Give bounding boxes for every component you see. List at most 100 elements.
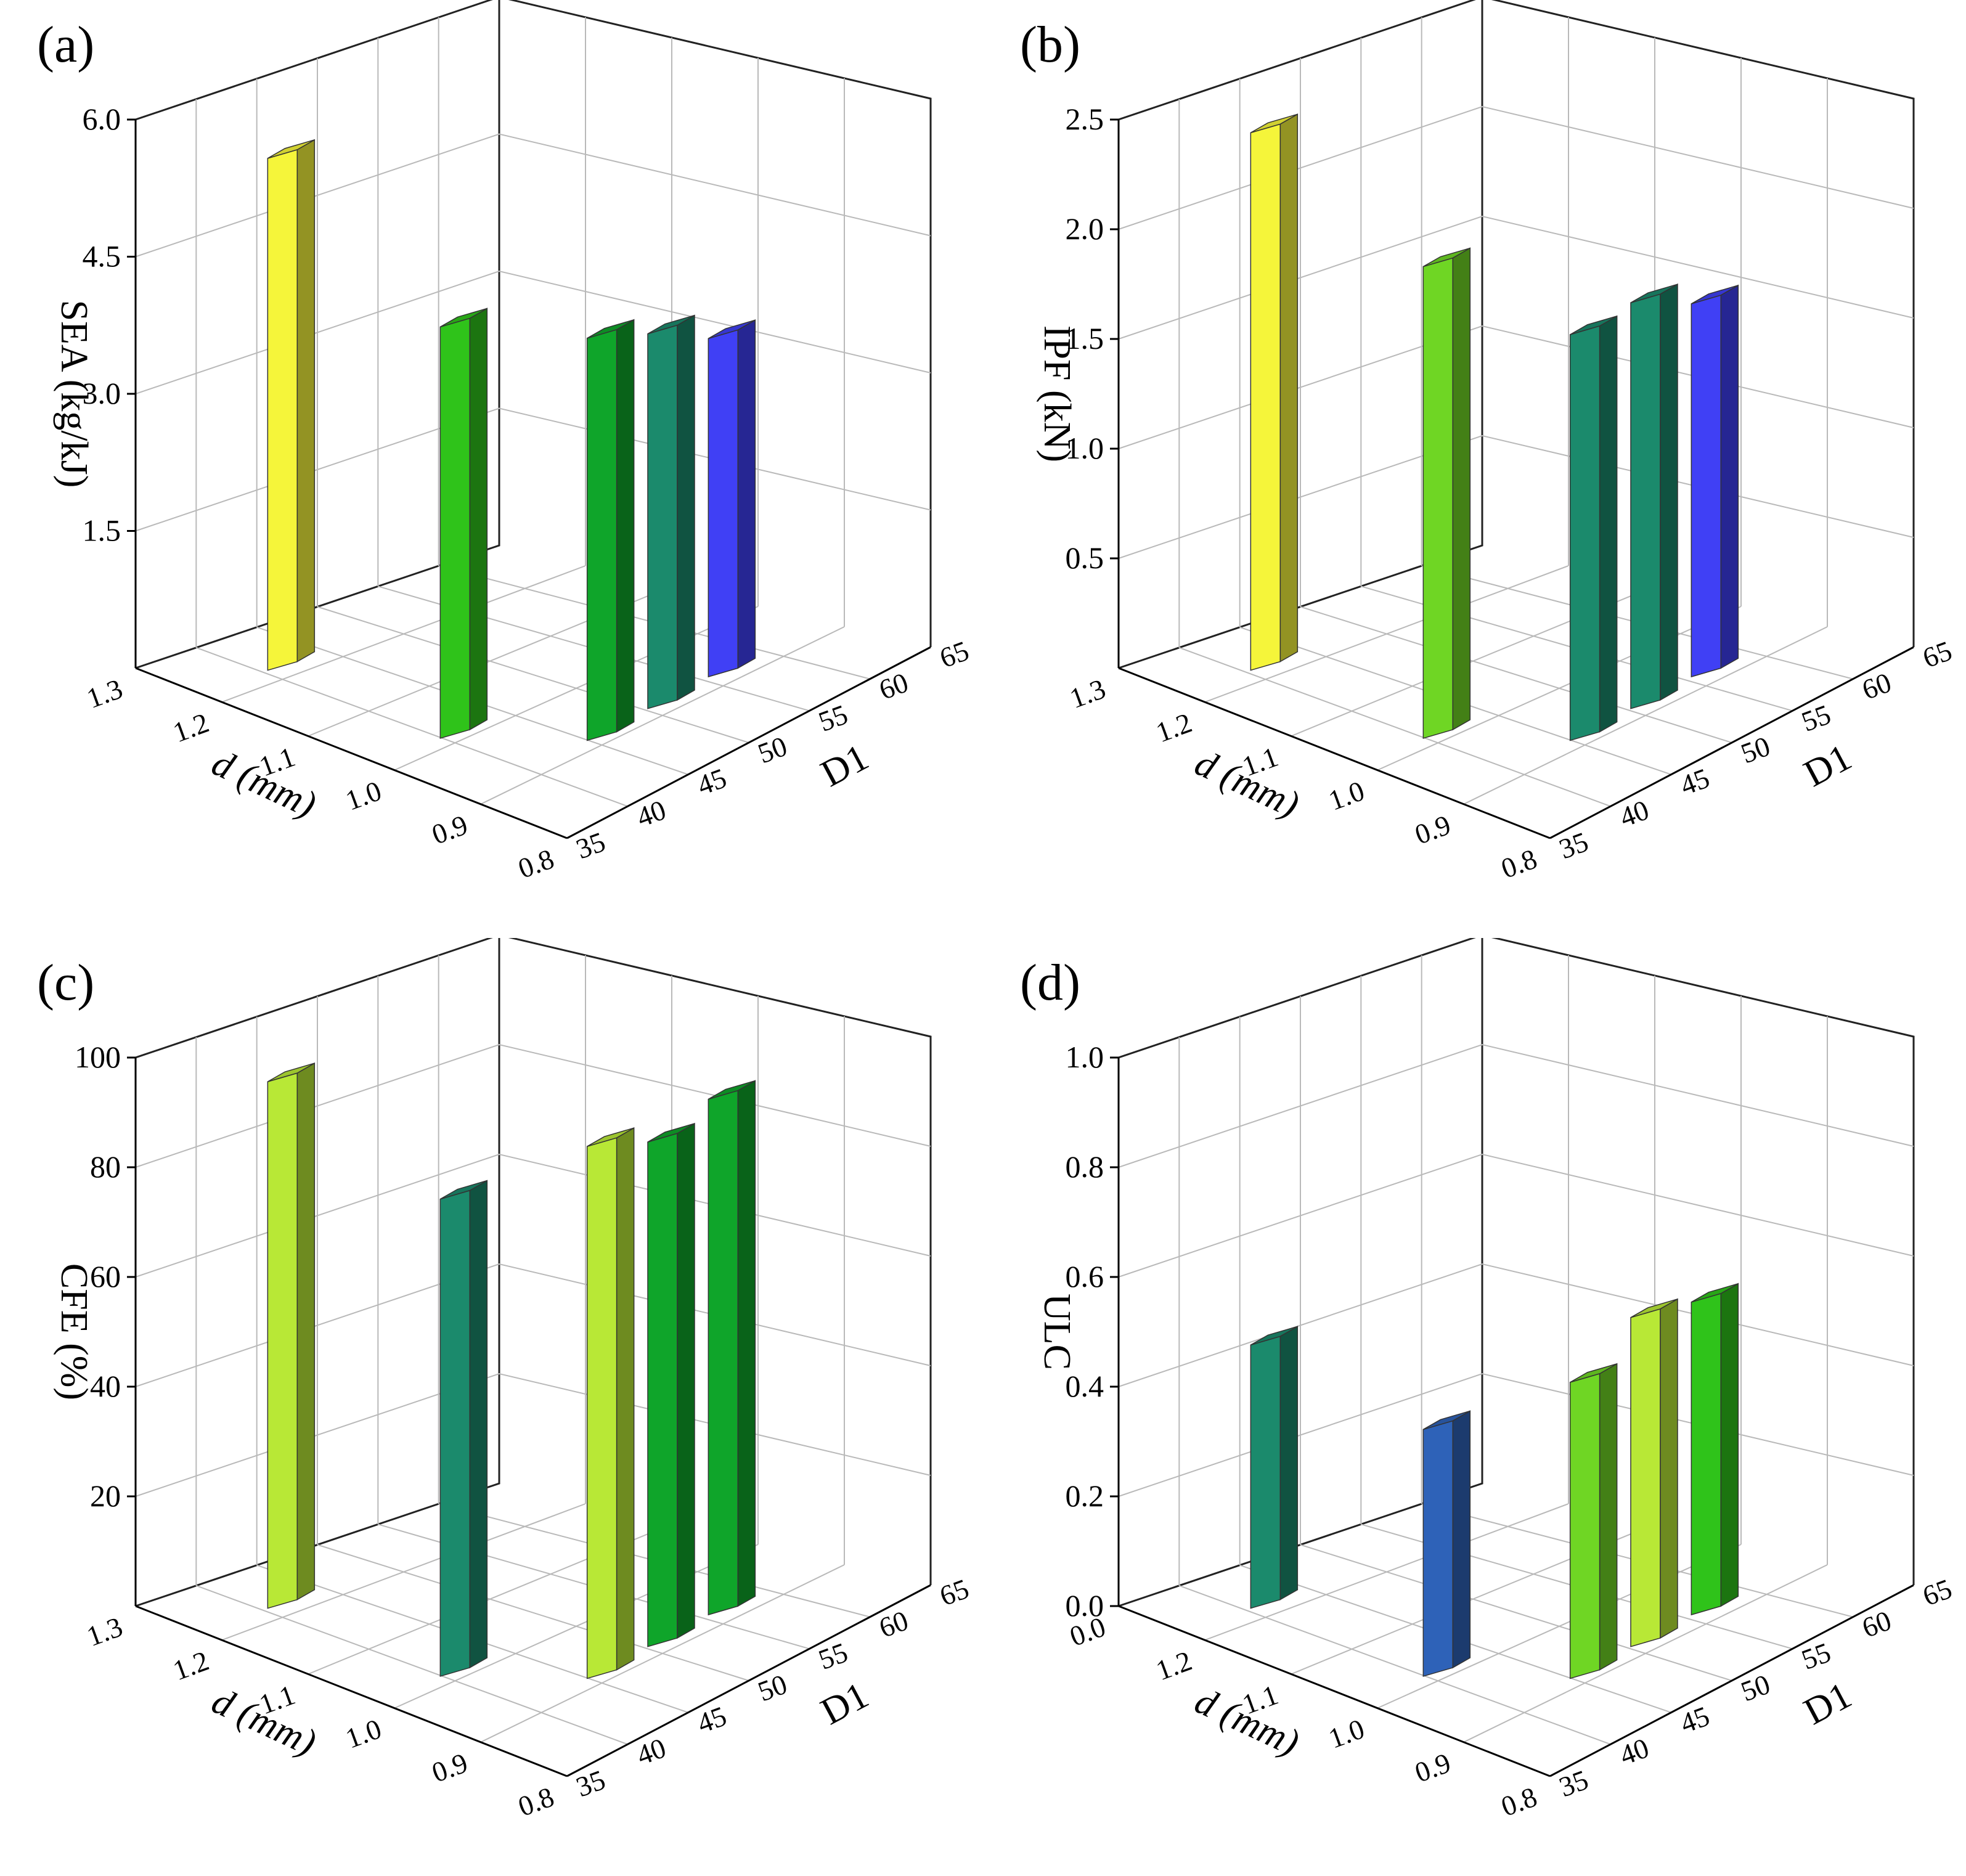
d-tick-label: 1.2 <box>169 1645 213 1687</box>
d-tick-label: 0.9 <box>428 809 471 850</box>
bar-side-face <box>1660 283 1678 701</box>
D-axis <box>566 646 931 839</box>
axes: 1.53.04.56.01.31.21.11.00.90.8 3540455055… <box>83 102 973 884</box>
bar-top-face <box>1422 1410 1470 1430</box>
bar-front-face <box>1422 1420 1454 1677</box>
back-walls <box>1117 938 1915 1745</box>
bar-0.9-45 <box>1569 1363 1618 1679</box>
bar-top-face <box>439 308 487 328</box>
D-tick-label: 60 <box>875 1604 913 1644</box>
bar-1.2-40 <box>267 1062 316 1609</box>
bar-front-face <box>708 329 739 678</box>
grid-line <box>195 1584 628 1745</box>
y-tick-label: 6.0 <box>83 102 121 136</box>
D-axis-label: D1 <box>814 1674 875 1734</box>
bar-front-face <box>439 317 471 739</box>
chart-svg: 1.53.04.56.01.31.21.11.00.90.8 3540455055… <box>37 0 973 884</box>
D-tick-label: 60 <box>1858 666 1896 706</box>
d-tick-label: 1.3 <box>83 672 126 714</box>
d-tick-label: 1.0 <box>341 1713 385 1755</box>
bar-1-40 <box>1422 247 1471 739</box>
d-axis <box>135 1605 568 1777</box>
D-tick-label: 60 <box>1858 1604 1896 1644</box>
bar-front-face <box>586 328 618 741</box>
d-tick-label: 0.9 <box>1411 1747 1454 1788</box>
panel-a: 1.5 3.0 4.5 6.0 1.3 1.2 1.1 1.0 0.9 0.8 35 40 45 50 55… <box>0 0 983 938</box>
chart-svg: 0.51.01.52.02.51.31.21.11.00.90.8 3540455… <box>1020 0 1956 884</box>
d-tick-label: 1.3 <box>1066 672 1109 714</box>
d-tick-label: 0.9 <box>428 1747 471 1788</box>
bar-top-face <box>647 314 695 335</box>
bar-side-face <box>296 1062 316 1601</box>
bar-side-face <box>616 319 635 733</box>
d-axis <box>1118 1605 1551 1777</box>
d-tick-label: 0.8 <box>1497 842 1541 884</box>
bar-front-face <box>708 1090 739 1616</box>
d-tick-label: 0.8 <box>1497 1780 1541 1822</box>
D-tick-label: 45 <box>693 1700 731 1739</box>
y-axis-label: SEA (kg/kJ) <box>53 300 95 488</box>
D-tick-label: 50 <box>1737 1668 1774 1708</box>
D-tick-label: 65 <box>1919 1573 1956 1612</box>
D-tick-label: 55 <box>814 1636 852 1676</box>
bar-front-face <box>1422 257 1454 739</box>
bar-top-face <box>439 1180 487 1200</box>
bar-0.9-55 <box>1691 284 1739 678</box>
bar-top-face <box>647 1123 695 1143</box>
bar-0.9-45 <box>1569 315 1618 741</box>
bar-side-face <box>737 319 756 669</box>
grid-line <box>195 646 628 807</box>
panel-b: 0.5 1.0 1.5 2.0 2.5 1.3 1.2 1.1 1.0 0.9 0.8 35 40 45 5… <box>983 0 1966 938</box>
bar-side-face <box>1599 1363 1618 1671</box>
y-tick-label: 40 <box>90 1369 121 1403</box>
grid-line <box>1118 434 1914 559</box>
grid-line <box>1118 325 1914 449</box>
bar-top-face <box>587 1127 635 1147</box>
y-tick-label: 0.4 <box>1066 1369 1104 1403</box>
bar-0.9-55 <box>708 1080 756 1616</box>
bar-side-face <box>469 1180 488 1669</box>
y-tick-label: 80 <box>90 1149 121 1184</box>
bar-front-face <box>1569 325 1601 741</box>
D-tick-label: 40 <box>1615 794 1653 833</box>
d-tick-label: 1.2 <box>1152 707 1196 749</box>
bar-side-face <box>296 139 316 663</box>
bar-top-face <box>1250 1326 1298 1346</box>
bar-side-face <box>1452 247 1471 731</box>
D-axis-label: D1 <box>1797 1674 1858 1734</box>
bar-0.9-45 <box>586 1127 635 1679</box>
bar-side-face <box>677 1122 695 1639</box>
bar-top-face <box>1422 247 1470 267</box>
y-tick-label: 0.5 <box>1066 540 1104 575</box>
grid-line <box>135 1153 931 1278</box>
bars <box>267 139 756 741</box>
bar-front-face <box>1569 1372 1601 1679</box>
bar-top-face <box>267 1062 315 1082</box>
bar-side-face <box>1279 1326 1299 1601</box>
bar-1.2-40 <box>267 139 316 671</box>
bar-front-face <box>267 1072 298 1609</box>
bar-side-face <box>737 1080 756 1607</box>
y-tick-label: 1.5 <box>83 513 121 548</box>
bar-1.2-40 <box>1250 113 1299 671</box>
bar-top-face <box>1691 285 1739 304</box>
bar-side-face <box>1599 315 1618 733</box>
bar-1-40 <box>439 1180 488 1677</box>
bar-top-face <box>1691 1283 1739 1303</box>
y-tick-label: 20 <box>90 1478 121 1513</box>
grid-line <box>1118 105 1914 230</box>
grid-line <box>1300 1544 1732 1681</box>
D-tick-label: 35 <box>1555 826 1593 865</box>
bars <box>267 1062 756 1679</box>
bar-top-face <box>1250 113 1298 134</box>
grid-line <box>135 1043 931 1168</box>
bar-top-face <box>1570 1363 1618 1383</box>
grid-line <box>1118 215 1914 340</box>
bars <box>1250 113 1739 741</box>
panel-d: 0.0 0.2 0.4 0.6 0.8 1.0 0.0 1.2 1.1 1.0 0.9 0.8 35 40… <box>983 938 1966 1876</box>
back-walls <box>134 938 932 1745</box>
bar-front-face <box>647 1133 678 1647</box>
chart-svg: 0.00.20.40.60.81.00.01.21.11.00.90.8 3540… <box>1020 938 1956 1822</box>
